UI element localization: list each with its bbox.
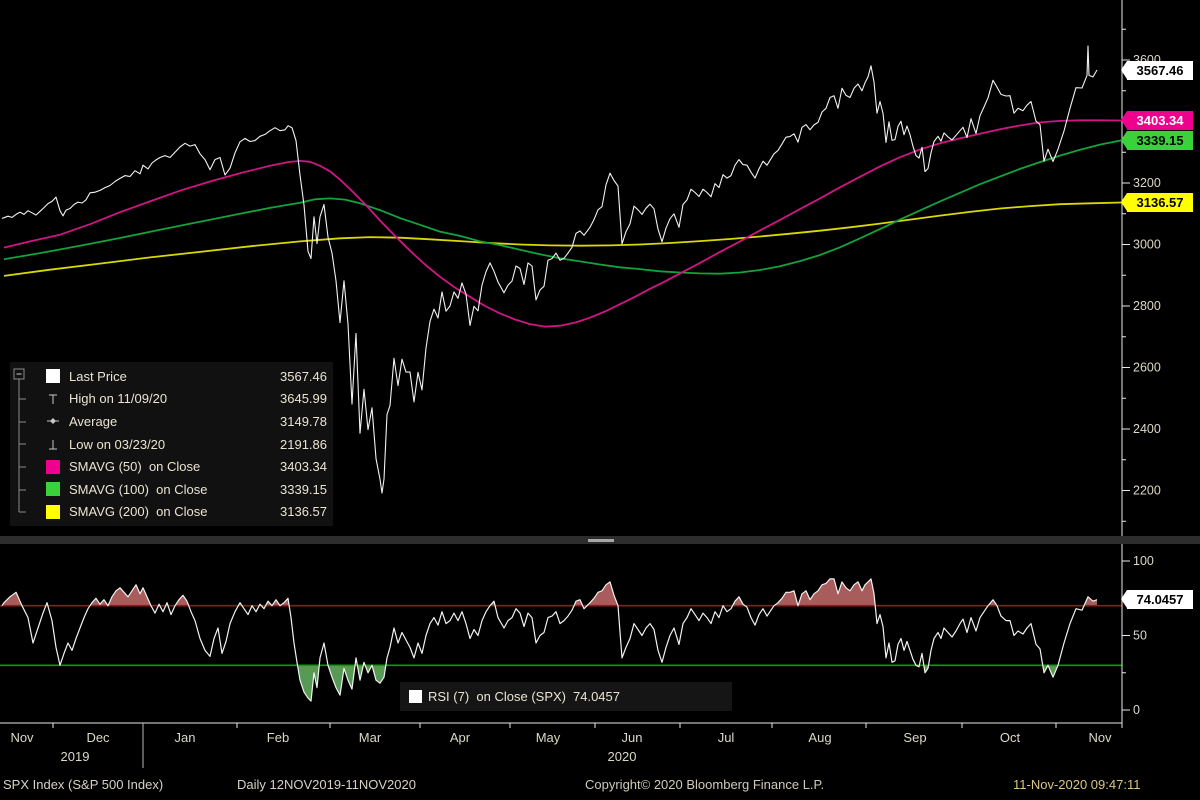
smavg-50-line <box>3 119 1123 328</box>
x-axis-month-label: Sep <box>903 730 926 745</box>
y-axis-label: 3200 <box>1133 176 1161 190</box>
x-axis-month-label: Mar <box>359 730 382 745</box>
legend-row[interactable]: Average 3149.78 <box>46 410 327 433</box>
series-color-swatch <box>46 459 60 474</box>
y-axis-label: 2600 <box>1133 361 1161 375</box>
high-marker-icon <box>49 394 57 404</box>
legend-label: SMAVG (100) on Close <box>69 481 208 497</box>
legend-tree-lines <box>13 368 26 513</box>
rsi-overbought-fill <box>988 599 997 606</box>
legend-label: Average <box>69 413 118 429</box>
series-color-swatch <box>46 482 60 497</box>
price-tag-3339.15: 3339.15 <box>1121 130 1193 150</box>
rsi-line-series <box>1 578 1098 702</box>
legend-row[interactable]: Last Price 3567.46 <box>46 365 327 388</box>
y-axis-label: 3000 <box>1133 238 1161 252</box>
status-period: Daily 12NOV2019-11NOV2020 <box>237 777 416 792</box>
series-color-swatch <box>46 369 60 384</box>
legend-row[interactable]: Low on 03/23/20 2191.86 <box>46 433 327 456</box>
x-axis-month-label: Jun <box>622 730 643 745</box>
legend-label: SMAVG (200) on Close <box>69 504 208 520</box>
y-axis-label: 2200 <box>1133 484 1161 498</box>
panel-splitter[interactable] <box>0 536 1200 544</box>
y-axis-label: 100 <box>1133 554 1154 568</box>
y-axis-label: 50 <box>1133 629 1147 643</box>
smavg-100-line <box>3 139 1123 275</box>
rsi-oversold-fill <box>357 665 364 681</box>
legend-value: 3339.15 <box>280 481 327 497</box>
y-axis-label: 2400 <box>1133 422 1161 436</box>
status-ticker: SPX Index (S&P 500 Index) <box>3 777 164 792</box>
legend-row[interactable]: SMAVG (100) on Close 3339.15 <box>46 478 327 501</box>
price-tag-3403.34: 3403.34 <box>1121 110 1193 130</box>
x-axis-month-label: Dec <box>86 730 110 745</box>
rsi-legend-label: RSI (7) on Close (SPX) <box>428 689 566 704</box>
x-axis-month-label: Apr <box>450 730 471 745</box>
legend-value: 3567.46 <box>280 368 327 384</box>
rsi-oversold-fill <box>297 665 320 702</box>
y-axis-label: 0 <box>1133 703 1140 717</box>
x-axis-month-label: Nov <box>1088 730 1112 745</box>
last-price-line <box>1 45 1098 494</box>
x-axis-month-label: Oct <box>1000 730 1021 745</box>
legend-value: 2191.86 <box>280 436 327 452</box>
price-legend-panel[interactable]: Last Price 3567.46 High on 11/09/20 3645.99… <box>10 362 333 526</box>
series-color-swatch <box>46 504 60 519</box>
rsi-value-tag: 74.0457 <box>1121 590 1193 610</box>
legend-label: Low on 03/23/20 <box>69 436 166 452</box>
rsi-overbought-fill <box>732 596 745 606</box>
splitter-handle[interactable] <box>588 539 614 542</box>
x-axis-month-label: Aug <box>808 730 831 745</box>
legend-row[interactable]: SMAVG (50) on Close 3403.34 <box>46 455 327 478</box>
rsi-line <box>1 578 1098 702</box>
price-line-series <box>1 45 1098 494</box>
average-marker-icon <box>47 418 59 425</box>
rsi-series-swatch <box>409 690 422 703</box>
legend-value: 3645.99 <box>280 391 327 407</box>
rsi-threshold-lines <box>0 604 1122 667</box>
rsi-legend-value: 74.0457 <box>573 689 620 704</box>
price-tag-3136.57: 3136.57 <box>1121 193 1193 212</box>
x-axis-month-label: Jan <box>175 730 196 745</box>
rsi-oversold-fill <box>365 665 386 684</box>
moving-average-lines <box>3 119 1123 328</box>
x-axis-month-label: May <box>536 730 561 745</box>
legend-label: High on 11/09/20 <box>69 391 168 407</box>
rsi-overbought-fill <box>175 595 189 606</box>
x-axis-month-label: Feb <box>267 730 289 745</box>
x-axis-year-label: 2019 <box>61 749 90 764</box>
rsi-overbought-fill <box>90 584 151 606</box>
y-axis-label: 2800 <box>1133 299 1161 313</box>
rsi-overbought-fill <box>774 578 876 606</box>
legend-value: 3149.78 <box>280 413 327 429</box>
status-datetime: 11-Nov-2020 09:47:11 <box>1013 777 1141 792</box>
legend-rows: Last Price 3567.46 High on 11/09/20 3645.99… <box>46 365 327 523</box>
legend-row[interactable]: SMAVG (200) on Close 3136.57 <box>46 501 327 524</box>
legend-label: SMAVG (50) on Close <box>69 459 201 475</box>
legend-value: 3136.57 <box>280 504 327 520</box>
legend-label: Last Price <box>69 368 127 384</box>
x-axis-month-label: Nov <box>10 730 34 745</box>
rsi-overbought-fill <box>587 581 618 606</box>
legend-value: 3403.34 <box>280 459 327 475</box>
rsi-legend-panel[interactable]: RSI (7) on Close (SPX) 74.0457 <box>400 682 732 711</box>
status-copyright: Copyright© 2020 Bloomberg Finance L.P. <box>585 777 825 792</box>
smavg-200-line <box>3 201 1123 277</box>
legend-row[interactable]: High on 11/09/20 3645.99 <box>46 388 327 411</box>
x-axis-month-label: Jul <box>718 730 735 745</box>
rsi-oversold-fill <box>328 665 355 696</box>
status-bar: SPX Index (S&P 500 Index) Daily 12NOV201… <box>0 770 1200 800</box>
x-axis-year-label: 2020 <box>608 749 637 764</box>
low-marker-icon <box>49 440 57 450</box>
price-tag-3567.46: 3567.46 <box>1121 60 1193 80</box>
